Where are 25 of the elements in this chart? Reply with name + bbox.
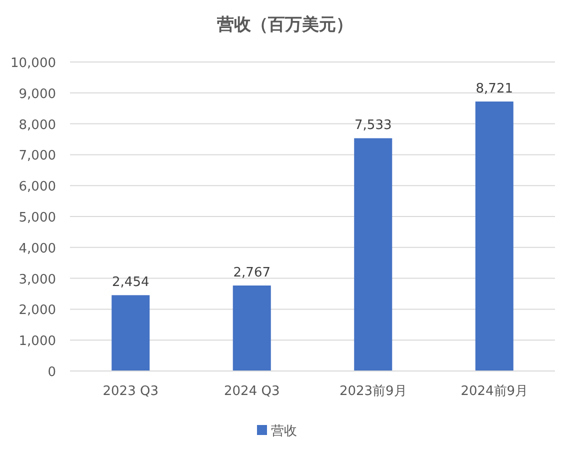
data-label: 2,767 bbox=[233, 266, 270, 280]
y-tick-label: 6,000 bbox=[18, 180, 56, 195]
y-tick-label: 0 bbox=[48, 365, 56, 380]
data-label: 7,533 bbox=[354, 118, 392, 134]
y-tick-label: 4,000 bbox=[18, 241, 56, 256]
y-tick-label: 9,000 bbox=[18, 86, 56, 102]
x-tick-label: 2023 Q3 bbox=[102, 384, 158, 399]
y-tick-label: 10,000 bbox=[10, 56, 56, 71]
x-tick-label: 2024 Q3 bbox=[224, 384, 280, 399]
x-tick-label: 2024前9月 bbox=[460, 384, 528, 399]
data-label: 8,721 bbox=[476, 82, 513, 97]
y-tick-label: 7,000 bbox=[18, 148, 56, 164]
y-tick-label: 3,000 bbox=[18, 272, 56, 288]
bar bbox=[354, 138, 392, 371]
bar bbox=[475, 102, 514, 371]
legend-label: 营收 bbox=[271, 424, 297, 439]
y-tick-label: 1,000 bbox=[18, 334, 56, 350]
y-tick-label: 5,000 bbox=[18, 210, 56, 226]
bar bbox=[112, 295, 150, 371]
y-tick-label: 2,000 bbox=[18, 303, 56, 318]
chart-title: 营收（百万美元） bbox=[216, 15, 353, 35]
bar bbox=[232, 286, 271, 371]
data-label: 2,454 bbox=[112, 275, 150, 290]
x-tick-label: 2023前9月 bbox=[339, 384, 407, 399]
y-tick-label: 8,000 bbox=[18, 118, 56, 133]
